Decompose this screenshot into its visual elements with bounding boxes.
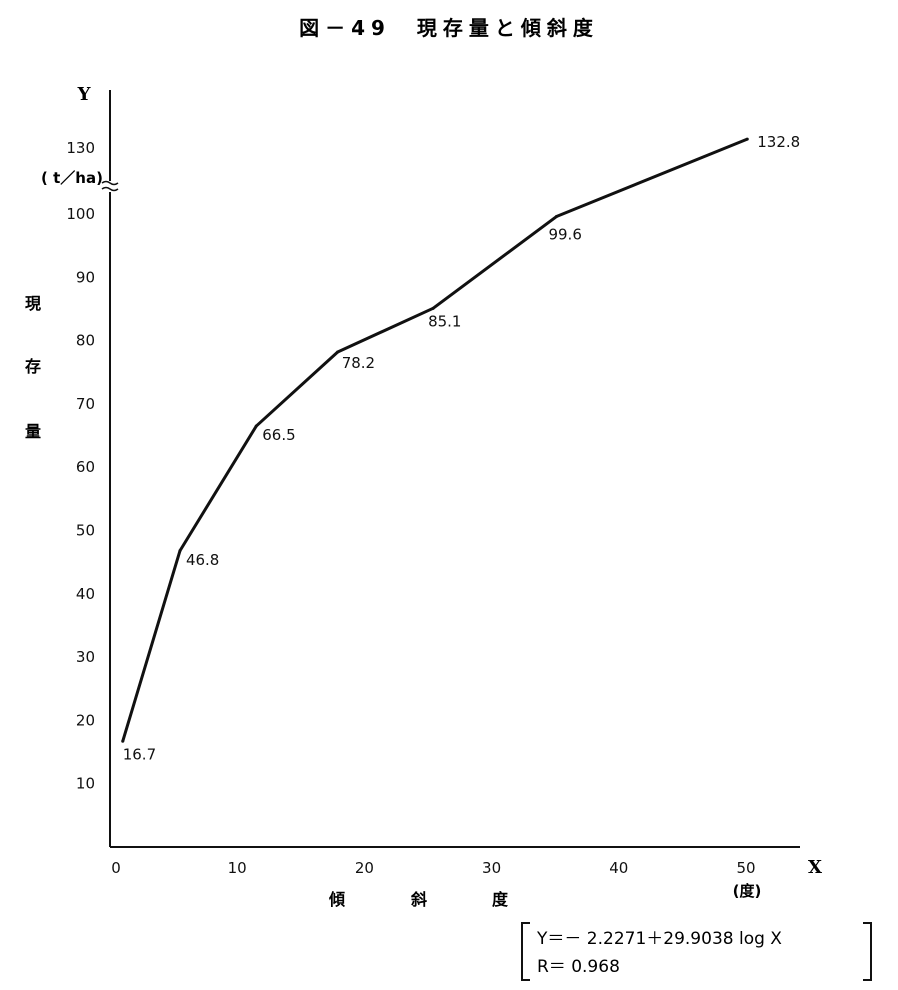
x-tick-label: 0 — [111, 859, 121, 877]
formula-line-1: Y＝－ 2.2271＋29.9038 log X — [536, 929, 782, 949]
x-unit-label: (度) — [733, 882, 762, 900]
y-label-char-1: 現 — [25, 294, 41, 313]
data-label: 85.1 — [428, 312, 461, 330]
x-label-char-3: 度 — [492, 890, 509, 909]
series-line — [121, 137, 748, 742]
data-point — [745, 137, 749, 141]
formula-box: Y＝－ 2.2271＋29.9038 log X R＝ 0.968 — [521, 922, 872, 981]
y-tick-label: 60 — [76, 458, 95, 476]
y-unit-label: ( t／ha) — [41, 169, 103, 187]
x-label-char-2: 斜 — [410, 890, 427, 909]
y-axis-letter: Y — [77, 84, 92, 105]
data-label: 132.8 — [757, 133, 800, 151]
data-point — [178, 549, 182, 553]
y-tick-label: 20 — [76, 711, 95, 729]
chart-title: 図－49 現存量と傾斜度 — [299, 16, 599, 40]
y-tick-label: 10 — [76, 775, 95, 793]
formula-line-2: R＝ 0.968 — [537, 957, 620, 977]
x-tick-label: 10 — [228, 859, 247, 877]
data-point — [121, 739, 125, 743]
y-label-char-2: 存 — [25, 357, 41, 376]
data-label: 99.6 — [548, 226, 581, 244]
y-tick-label: 40 — [76, 585, 95, 603]
y-tick-label: 80 — [76, 332, 95, 350]
data-label: 16.7 — [123, 745, 156, 763]
y-tick-label: 50 — [76, 522, 95, 540]
y-tick-label: 70 — [76, 395, 95, 413]
formula-bracket-left — [521, 922, 530, 981]
y-tick-label: 100 — [66, 205, 95, 223]
x-axis-letter: X — [808, 857, 822, 878]
x-label-char-1: 傾 — [328, 890, 346, 909]
axes — [101, 90, 800, 848]
x-tick-label: 40 — [609, 859, 628, 877]
axis-break-mark-top — [101, 180, 119, 186]
data-labels: 16.7 46.8 66.5 78.2 85.1 99.6 132.8 — [123, 133, 801, 763]
data-label: 78.2 — [342, 354, 375, 372]
x-tick-label: 50 — [736, 859, 755, 877]
data-label: 46.8 — [186, 551, 219, 569]
formula-bracket-right — [863, 922, 872, 981]
data-point — [336, 350, 340, 354]
series-group — [121, 137, 749, 743]
x-tick-label: 20 — [355, 859, 374, 877]
tick-labels: 10 20 30 40 50 60 70 80 90 100 130 0 10 20 30 40 50 — [66, 139, 755, 877]
data-point — [254, 424, 258, 428]
data-point — [431, 306, 435, 310]
x-tick-label: 30 — [482, 859, 501, 877]
y-tick-label: 130 — [66, 139, 95, 157]
y-tick-label: 30 — [76, 648, 95, 666]
y-tick-label: 90 — [76, 268, 95, 286]
data-label: 66.5 — [262, 426, 295, 444]
axis-break-mark-bottom — [101, 186, 119, 192]
data-point — [554, 215, 558, 219]
y-label-char-3: 量 — [25, 422, 41, 441]
